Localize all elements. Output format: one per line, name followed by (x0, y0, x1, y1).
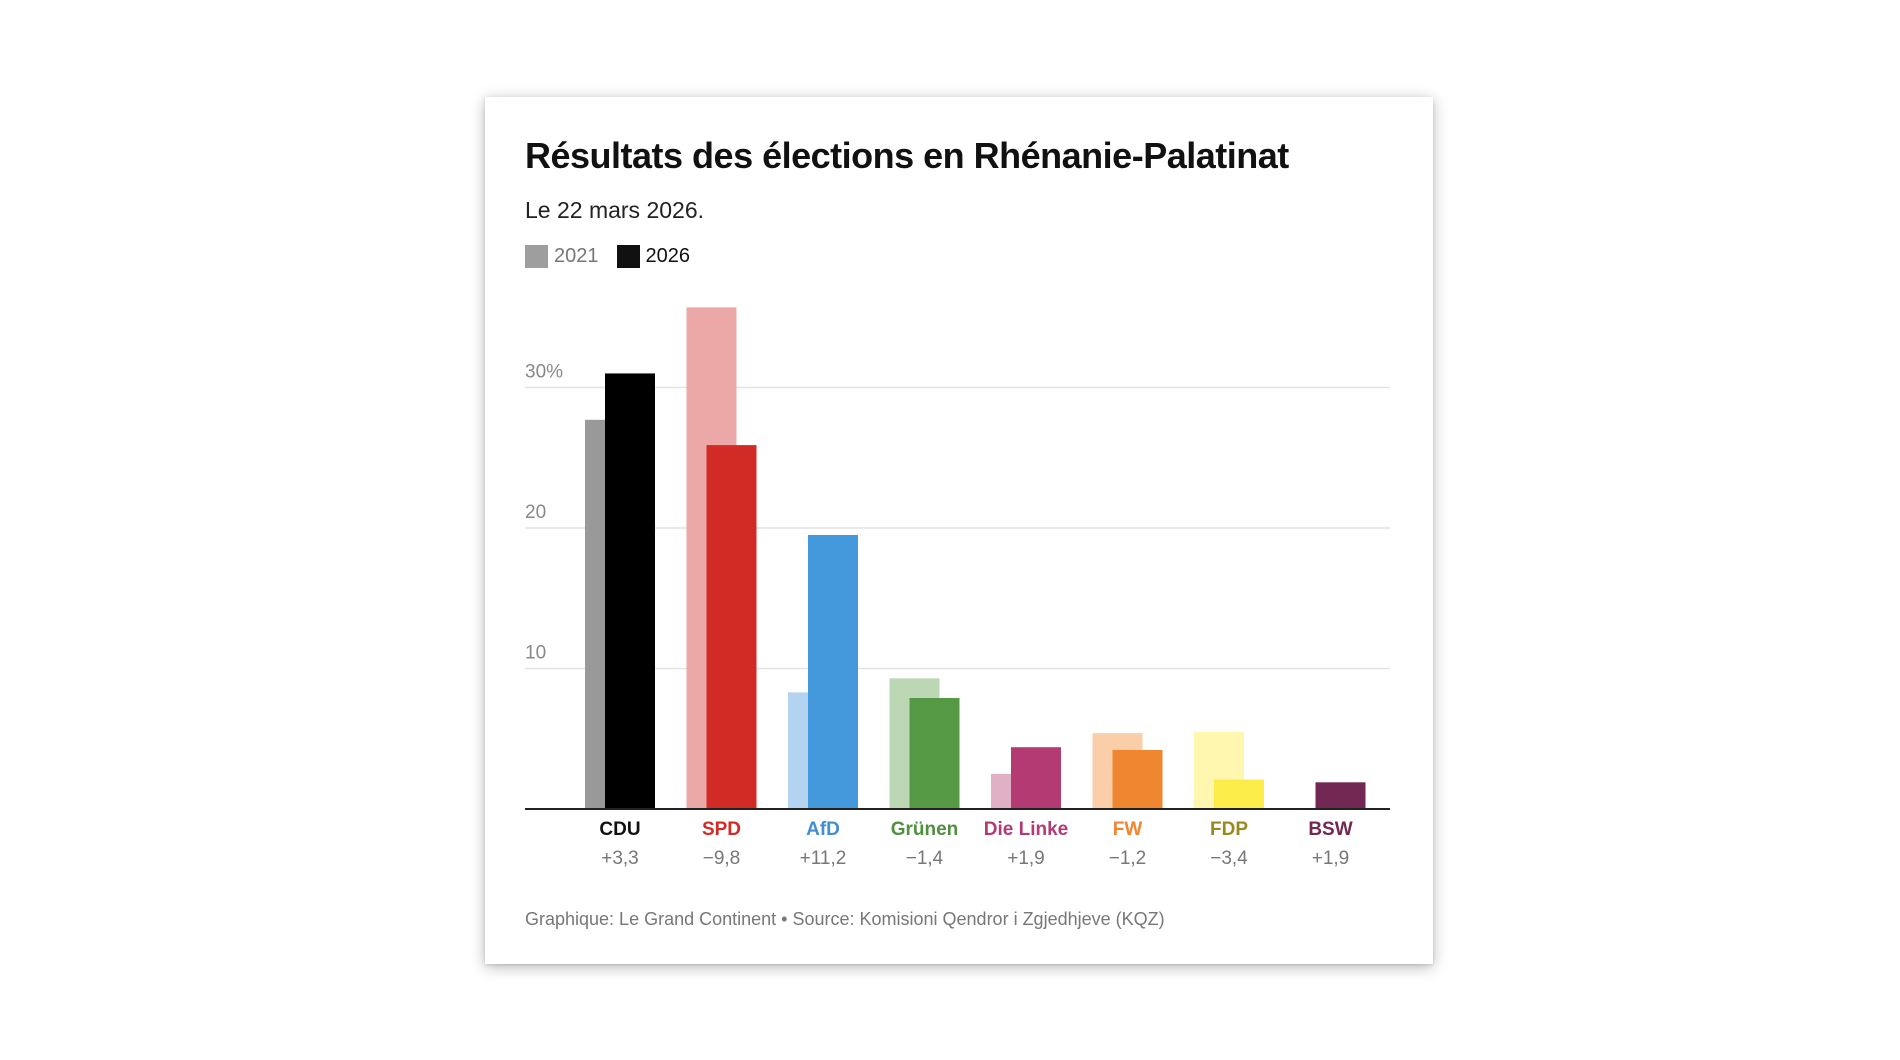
legend-swatch-2021 (525, 245, 548, 268)
bar-chart: 10 20 30% CDU +3,3 SPD −9,8 AfD +11,2 Grünen −1,4 D… (525, 307, 1390, 869)
change-label-spd: −9,8 (703, 848, 741, 869)
x-tick-label-afd: AfD (806, 819, 840, 840)
chart-title: Résultats des élections en Rhénanie-Pala… (525, 135, 1289, 176)
bar-2021-cdu (585, 419, 605, 809)
change-label-bsw: +1,9 (1312, 848, 1350, 869)
legend-label-2026: 2026 (645, 245, 691, 267)
change-label-fdp: −3,4 (1210, 848, 1248, 869)
legend-label-2021: 2021 (554, 245, 599, 267)
x-tick-label-fdp: FDP (1210, 819, 1248, 840)
source-note: Graphique: Le Grand Continent • Source: … (525, 909, 1165, 929)
x-tick-label-cdu: CDU (599, 819, 640, 840)
change-label-fw: −1,2 (1109, 848, 1147, 869)
bar-2026-cdu (605, 373, 655, 809)
bar-2026-fw (1112, 749, 1163, 809)
legend-item-2026: 2026 (616, 245, 691, 268)
legend-item-2021: 2021 (525, 245, 599, 268)
change-label-gr-nen: −1,4 (906, 848, 944, 869)
change-label-afd: +11,2 (800, 848, 847, 869)
y-tick-label: 30% (525, 362, 563, 383)
chart-subtitle: Le 22 mars 2026. (525, 197, 705, 223)
x-tick-label-spd: SPD (702, 819, 741, 840)
chart-card: Résultats des élections en Rhénanie-Pala… (485, 97, 1433, 964)
bar-2021-afd (788, 692, 808, 809)
x-tick-label-bsw: BSW (1308, 819, 1352, 840)
bar-2026-die-linke (1011, 747, 1061, 809)
change-label-cdu: +3,3 (601, 848, 639, 869)
legend-swatch-2026 (616, 245, 640, 268)
bar-2026-fdp (1214, 779, 1264, 809)
y-tick-label: 20 (525, 502, 546, 523)
x-tick-label-gr-nen: Grünen (891, 819, 959, 840)
bar-2026-afd (808, 535, 858, 809)
change-label-die-linke: +1,9 (1007, 848, 1045, 869)
bar-2021-die-linke (991, 773, 1011, 809)
x-tick-label-die-linke: Die Linke (984, 819, 1068, 840)
bar-2026-bsw (1315, 782, 1366, 809)
legend: 2021 2026 (525, 245, 708, 268)
y-tick-label: 10 (525, 643, 546, 664)
x-tick-label-fw: FW (1113, 819, 1143, 840)
bar-2026-spd (706, 445, 757, 809)
bar-2026-gr-nen (909, 698, 960, 809)
